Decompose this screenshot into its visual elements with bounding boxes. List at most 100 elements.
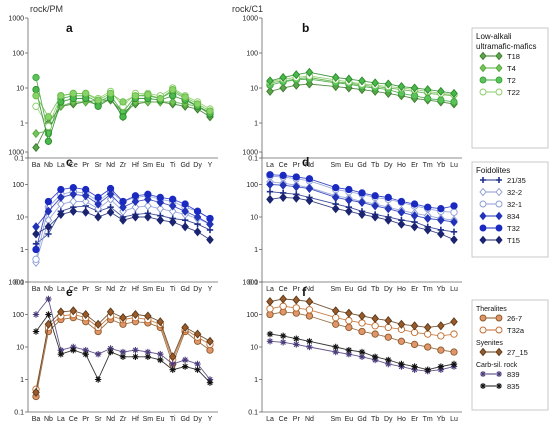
x-tick-label: Gd: [357, 416, 366, 423]
data-point: [397, 207, 406, 217]
x-tick-label: Ti: [170, 162, 176, 169]
x-tick-label: Sm: [330, 162, 341, 169]
data-point: [94, 212, 102, 222]
data-point: [293, 335, 300, 342]
y-tick-label: 100: [246, 182, 258, 189]
panel-b: 0.1 1 10 100 1000 La Ce Pr Nd Sm Eu Gd Tb Dy Ho Er Tm Yb L…: [242, 16, 462, 169]
data-point: [32, 128, 40, 139]
legend-marker: [495, 187, 503, 197]
y-tick-label: 1: [254, 247, 258, 254]
data-point: [437, 321, 445, 331]
x-tick-label: Eu: [345, 162, 354, 169]
x-tick-label: Dy: [384, 286, 393, 293]
legend-marker: [495, 314, 503, 322]
data-point: [181, 322, 189, 332]
x-tick-label: Er: [411, 286, 419, 293]
legend-marker: [480, 371, 486, 377]
x-tick-label: Pr: [293, 286, 301, 293]
data-point: [32, 102, 40, 110]
legend-title: ultramafic-mafics: [476, 42, 536, 51]
x-tick-label: Nb: [44, 162, 53, 169]
legend-marker: [479, 51, 487, 61]
data-point: [181, 222, 189, 232]
legend-entry-T15: T15: [479, 235, 520, 245]
data-point: [57, 346, 65, 354]
legend-marker: [479, 76, 487, 84]
y-tick-label: 1000: [242, 280, 258, 287]
data-point: [32, 245, 40, 254]
data-point: [144, 194, 152, 204]
data-point: [132, 353, 139, 360]
data-point: [423, 213, 432, 224]
data-point: [94, 96, 102, 104]
series-T15: [266, 192, 458, 245]
legend-group-heading: Syenites: [476, 340, 503, 347]
data-point: [292, 304, 300, 312]
legend-label: 835: [507, 382, 520, 391]
x-tick-label: Ti: [170, 286, 176, 293]
data-point: [44, 319, 53, 329]
x-tick-label: Ho: [397, 416, 406, 423]
legend-label: T18: [507, 52, 520, 61]
y-tick-label: 100: [246, 312, 258, 319]
data-point: [266, 330, 274, 338]
y-tick-label: 1: [20, 121, 24, 128]
data-point: [169, 195, 177, 203]
data-point: [168, 206, 177, 216]
data-point: [131, 202, 140, 212]
x-tick-label: Ce: [279, 416, 288, 423]
data-point: [385, 356, 392, 364]
data-point: [169, 366, 176, 373]
series-unlabeled-5: [32, 85, 214, 121]
legend-label: 27_15: [507, 348, 528, 357]
data-point: [385, 360, 392, 368]
y-tick-label: 0.1: [248, 156, 258, 163]
x-tick-label: Nb: [44, 416, 53, 423]
legend-entry-835: 835: [480, 382, 520, 391]
data-point: [397, 337, 406, 345]
data-point: [32, 328, 40, 335]
data-point: [410, 83, 419, 93]
data-point: [107, 348, 114, 356]
data-point: [358, 353, 366, 360]
data-point: [292, 193, 301, 203]
legend-marker: [479, 200, 487, 208]
x-tick-label: Hf: [132, 416, 139, 423]
legend-marker: [495, 76, 503, 84]
panel-label: b: [302, 21, 309, 35]
x-tick-label: Pr: [293, 162, 301, 169]
data-point: [450, 202, 458, 210]
data-point: [94, 193, 102, 202]
data-point: [398, 360, 405, 368]
data-point: [305, 312, 314, 320]
data-point: [131, 92, 140, 100]
data-point: [279, 332, 287, 340]
data-point: [437, 205, 445, 213]
y-axis-label-left: rock/PM: [30, 4, 63, 14]
data-point: [193, 100, 202, 108]
data-point: [410, 92, 419, 100]
data-point: [345, 346, 353, 354]
data-point: [384, 204, 393, 214]
data-point: [119, 313, 127, 323]
x-tick-label: Ba: [32, 162, 41, 169]
data-point: [411, 363, 418, 370]
series-26-7: [266, 308, 458, 356]
data-point: [193, 212, 202, 222]
x-tick-label: Ce: [69, 416, 78, 423]
x-tick-label: Nd: [305, 162, 314, 169]
y-tick-label: 0.1: [248, 410, 258, 417]
data-point: [81, 191, 90, 201]
x-tick-label: Nd: [305, 286, 314, 293]
data-point: [69, 89, 77, 98]
legend-marker: [480, 383, 486, 389]
data-point: [131, 196, 140, 207]
data-point: [45, 230, 52, 238]
legend-marker: [495, 63, 503, 73]
data-point: [206, 235, 214, 245]
legend-label: T15: [507, 236, 520, 245]
